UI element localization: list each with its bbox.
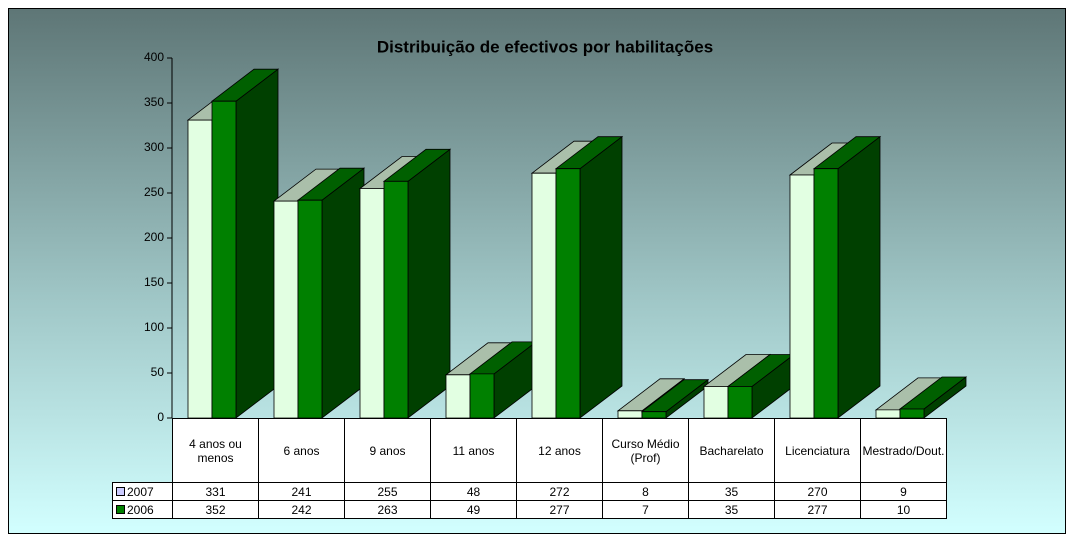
y-tick-label: 300	[144, 140, 164, 154]
bar-front	[875, 409, 901, 419]
category-label: 9 anos	[344, 418, 431, 483]
category-label: Curso Médio (Prof)	[602, 418, 689, 483]
bar-front	[789, 174, 815, 419]
bar	[898, 376, 968, 419]
y-tick-label: 0	[157, 410, 164, 424]
category-label: Mestrado/Dout.	[860, 418, 947, 483]
y-tick-label: 200	[144, 230, 164, 244]
bar-side	[837, 135, 881, 419]
bar-front	[273, 200, 299, 419]
category-label: 6 anos	[258, 418, 345, 483]
table-value: 48	[430, 482, 517, 501]
bar-front	[813, 168, 839, 419]
chart-title: Distribuição de efectivos por habilitaçõ…	[377, 37, 713, 56]
bar	[382, 148, 452, 419]
y-tick-label: 250	[144, 185, 164, 199]
bar	[812, 135, 882, 419]
y-tick-label: 350	[144, 95, 164, 109]
y-tick-label: 400	[144, 50, 164, 64]
bar-front	[359, 188, 385, 419]
bar-front	[445, 374, 471, 419]
table-value: 277	[774, 500, 861, 519]
bar	[468, 341, 538, 419]
table-value: 263	[344, 500, 431, 519]
bar-front	[555, 168, 581, 419]
legend-label: 2007	[127, 484, 154, 499]
table-value: 10	[860, 500, 947, 519]
table-value: 331	[172, 482, 259, 501]
bar-side	[407, 148, 451, 419]
bar-front	[703, 386, 729, 419]
legend-entry: 2006	[112, 500, 173, 519]
bar	[554, 135, 624, 419]
bar-side	[235, 68, 279, 419]
table-value: 255	[344, 482, 431, 501]
table-value: 272	[516, 482, 603, 501]
category-label: Bacharelato	[688, 418, 775, 483]
bar-side	[321, 167, 365, 419]
bar-front	[383, 180, 409, 419]
bar-side	[579, 135, 623, 419]
legend-label: 2006	[127, 502, 154, 517]
bar-front	[211, 100, 237, 419]
table-value: 277	[516, 500, 603, 519]
table-value: 7	[602, 500, 689, 519]
table-value: 8	[602, 482, 689, 501]
legend-marker	[116, 505, 125, 514]
bar	[296, 167, 366, 419]
bar-front	[531, 172, 557, 419]
bar-front	[617, 410, 643, 419]
category-label: 4 anos ou menos	[172, 418, 259, 483]
legend-marker	[116, 487, 125, 496]
table-value: 352	[172, 500, 259, 519]
bar-front	[727, 386, 753, 419]
y-tick-label: 50	[151, 365, 165, 379]
table-value: 49	[430, 500, 517, 519]
bar-front	[297, 199, 323, 419]
bar-front	[899, 408, 925, 419]
table-value: 9	[860, 482, 947, 501]
table-value: 241	[258, 482, 345, 501]
category-label: 12 anos	[516, 418, 603, 483]
category-label: 11 anos	[430, 418, 517, 483]
bar	[210, 68, 280, 419]
table-value: 35	[688, 500, 775, 519]
bar-front	[469, 373, 495, 419]
table-value: 35	[688, 482, 775, 501]
bar	[640, 378, 710, 419]
y-tick-label: 100	[144, 320, 164, 334]
category-label: Licenciatura	[774, 418, 861, 483]
table-value: 242	[258, 500, 345, 519]
y-tick-label: 150	[144, 275, 164, 289]
legend-entry: 2007	[112, 482, 173, 501]
bar-front	[187, 119, 213, 419]
table-value: 270	[774, 482, 861, 501]
